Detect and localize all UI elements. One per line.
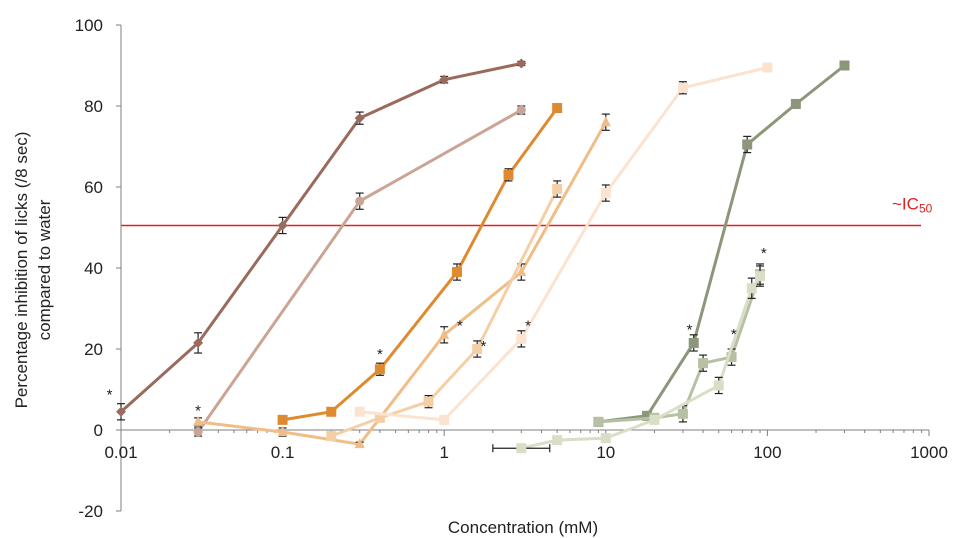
significance-star: *	[731, 326, 737, 343]
data-point	[677, 408, 688, 419]
y-axis-title-line1: Percentage inhibition of licks (/8 sec)	[12, 132, 31, 409]
data-point	[516, 266, 527, 277]
data-point	[193, 337, 204, 348]
y-tick-label: 0	[94, 421, 103, 440]
data-point	[277, 414, 288, 425]
x-tick-label: 100	[753, 443, 781, 462]
x-tick-label: 10	[596, 443, 615, 462]
reference-layer: ~IC50	[121, 194, 933, 227]
y-tick-label: 20	[84, 340, 103, 359]
data-point	[593, 416, 604, 427]
data-point	[116, 406, 126, 417]
data-point	[326, 406, 337, 417]
significance-star: *	[687, 322, 693, 339]
data-point	[649, 414, 660, 425]
data-point	[839, 60, 850, 71]
data-point	[354, 406, 365, 417]
series-line	[598, 273, 762, 424]
data-point	[600, 116, 611, 127]
data-point	[503, 169, 514, 180]
series-9	[492, 265, 766, 454]
series-7	[593, 60, 850, 427]
significance-star: *	[481, 338, 487, 355]
significance-star: *	[457, 318, 463, 335]
x-tick-label: 1000	[910, 443, 948, 462]
data-point	[790, 98, 801, 109]
series-line	[196, 108, 523, 433]
x-tick-label: 0.1	[271, 443, 295, 462]
series-4	[193, 113, 611, 449]
data-point	[354, 113, 365, 124]
data-point	[354, 438, 365, 449]
data-point	[698, 358, 709, 369]
data-point	[677, 82, 688, 93]
y-tick-label: -20	[78, 502, 103, 521]
data-point	[755, 271, 766, 282]
x-tick-label: 1	[439, 443, 448, 462]
significance-marks: * * * * * * * * *	[107, 245, 767, 420]
data-point	[277, 426, 288, 437]
data-point	[355, 196, 365, 206]
data-point	[439, 414, 450, 425]
data-point	[552, 184, 563, 195]
data-point	[423, 396, 434, 407]
data-point	[472, 344, 483, 354]
data-point	[326, 431, 337, 442]
data-point	[552, 103, 563, 114]
axis-titles: Concentration (mM) Percentage inhibition…	[12, 132, 598, 537]
data-point	[516, 105, 526, 115]
axes: -20 0 20 40 60 80 100 0.01 0.1 1 10 100 1000	[75, 16, 948, 521]
data-point	[516, 58, 527, 69]
data-point	[516, 443, 527, 454]
data-point	[762, 62, 773, 73]
data-point	[193, 415, 204, 426]
series-2	[193, 105, 526, 437]
data-point	[439, 74, 450, 85]
series-line	[120, 62, 522, 413]
y-tick-label: 40	[84, 259, 103, 278]
y-tick-label: 80	[84, 97, 103, 116]
data-point	[642, 410, 653, 421]
series-layer	[116, 58, 850, 454]
data-point	[374, 364, 385, 375]
ic50-label-subscript: 50	[919, 201, 933, 215]
series-line	[520, 275, 762, 450]
data-point	[713, 380, 724, 391]
data-point	[516, 333, 527, 344]
y-tick-label: 100	[75, 16, 103, 35]
significance-star: *	[525, 318, 531, 335]
y-tick-label: 60	[84, 178, 103, 197]
y-axis-title-line2: compared to water	[35, 199, 54, 340]
data-point	[451, 267, 462, 278]
data-point	[600, 188, 611, 199]
data-point	[552, 435, 563, 446]
series-8	[593, 263, 766, 427]
series-line	[282, 107, 559, 422]
data-point	[742, 139, 753, 150]
data-point	[439, 328, 450, 339]
data-point	[688, 337, 699, 348]
data-point	[193, 427, 203, 437]
data-point	[374, 412, 385, 423]
series-5	[326, 180, 563, 442]
data-point	[746, 283, 757, 294]
series-3	[277, 103, 563, 425]
ic50-label: ~IC50	[892, 194, 933, 215]
x-tick-label: 0.01	[104, 443, 137, 462]
data-point	[726, 352, 737, 363]
significance-star: *	[195, 403, 201, 420]
significance-star: *	[761, 245, 767, 262]
data-point	[600, 433, 611, 444]
significance-star: *	[107, 387, 113, 404]
series-line	[598, 64, 846, 424]
series-line	[197, 121, 608, 446]
series-1	[116, 58, 527, 421]
x-axis-title: Concentration (mM)	[448, 518, 598, 537]
series-6	[354, 62, 773, 425]
series-line	[359, 66, 768, 422]
data-point	[277, 220, 288, 231]
significance-star: *	[377, 346, 383, 363]
